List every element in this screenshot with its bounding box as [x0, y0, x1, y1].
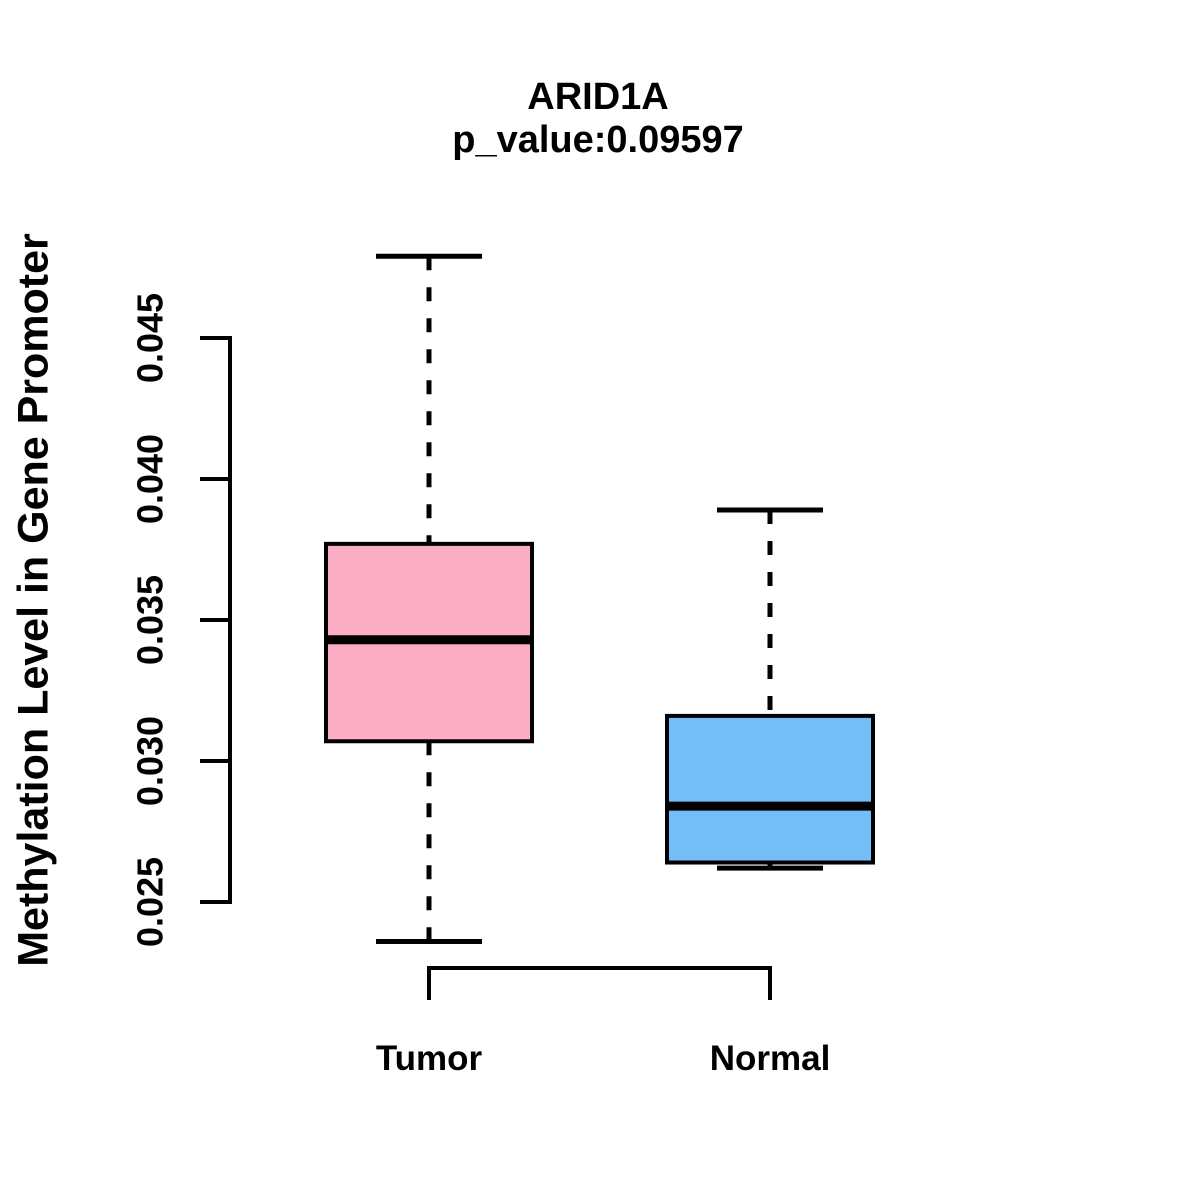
x-category-label-normal: Normal: [710, 1039, 831, 1078]
title-block: ARID1A p_value:0.09597: [230, 76, 966, 162]
y-tick-label: 0.025: [130, 857, 171, 947]
chart-title: ARID1A: [527, 76, 669, 118]
y-tick-label: 0.030: [130, 716, 171, 806]
box-normal: [665, 713, 875, 865]
y-tick-label: 0.040: [130, 434, 171, 524]
x-category-label-tumor: Tumor: [376, 1039, 483, 1078]
y-tick-label: 0.045: [130, 293, 171, 383]
comparison-bracket: [427, 966, 772, 1000]
y-tick-label: 0.035: [130, 575, 171, 665]
chart-subtitle: p_value:0.09597: [452, 119, 744, 161]
